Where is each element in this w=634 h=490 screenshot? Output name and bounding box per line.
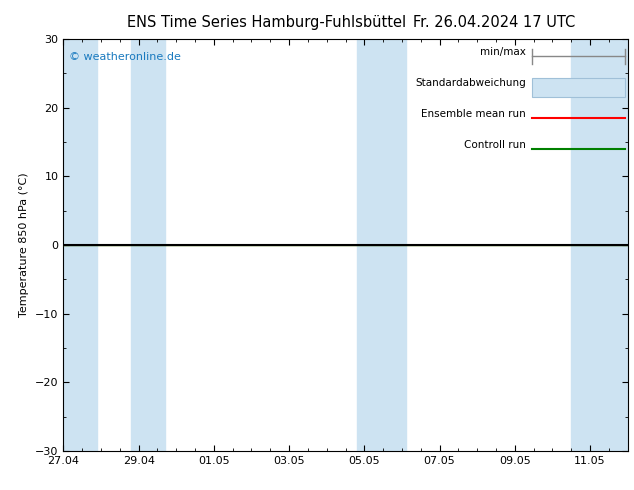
Text: Fr. 26.04.2024 17 UTC: Fr. 26.04.2024 17 UTC <box>413 15 576 30</box>
Text: Standardabweichung: Standardabweichung <box>415 78 526 88</box>
Text: Controll run: Controll run <box>464 140 526 150</box>
Bar <box>571 39 628 451</box>
Bar <box>357 39 406 451</box>
Text: Ensemble mean run: Ensemble mean run <box>422 109 526 119</box>
Text: © weatheronline.de: © weatheronline.de <box>69 51 181 62</box>
Bar <box>131 39 165 451</box>
Text: min/max: min/max <box>480 48 526 57</box>
Bar <box>63 39 97 451</box>
Bar <box>532 78 625 97</box>
Text: ENS Time Series Hamburg-Fuhlsbüttel: ENS Time Series Hamburg-Fuhlsbüttel <box>127 15 406 30</box>
Y-axis label: Temperature 850 hPa (°C): Temperature 850 hPa (°C) <box>20 172 30 318</box>
